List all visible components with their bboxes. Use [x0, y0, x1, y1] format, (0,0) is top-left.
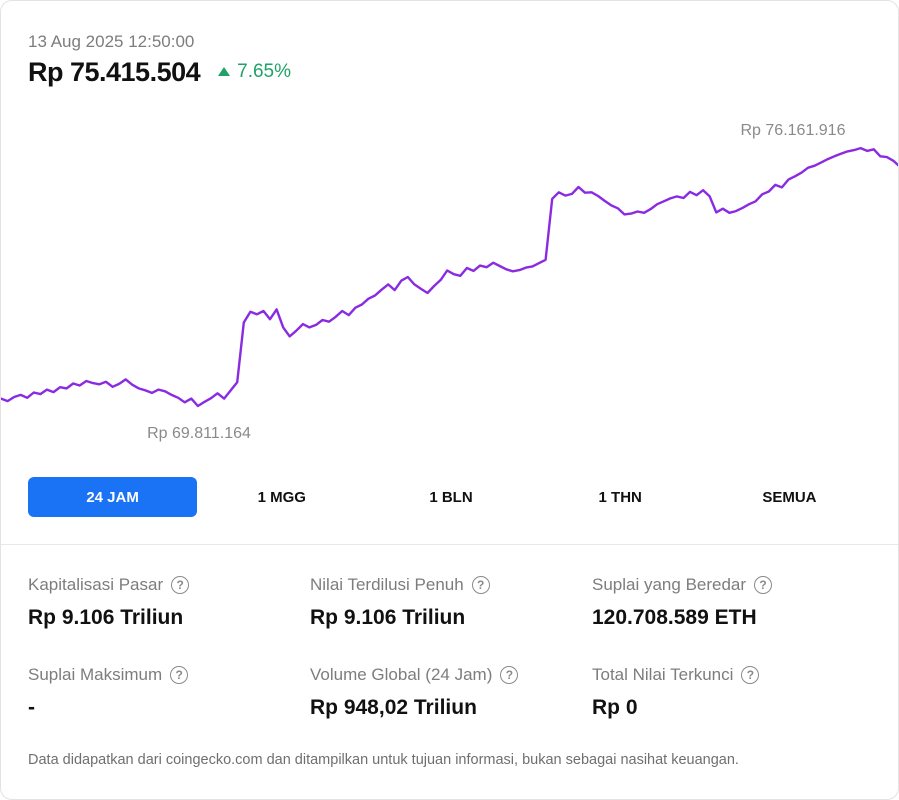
low-price-label: Rp 69.811.164	[147, 425, 251, 442]
stat-label: Suplai Maksimum	[28, 665, 163, 684]
stat-total-value-locked: Total Nilai Terkunci ? Rp 0	[592, 663, 872, 720]
stat-circulating-supply: Suplai yang Beredar ? 120.708.589 ETH	[592, 573, 872, 630]
triangle-up-icon	[218, 66, 231, 76]
stat-label: Nilai Terdilusi Penuh	[310, 575, 464, 594]
price-change-value: 7.65%	[237, 61, 291, 82]
help-icon[interactable]: ?	[170, 666, 189, 684]
stat-global-volume: Volume Global (24 Jam) ? Rp 948,02 Trili…	[310, 663, 590, 720]
stat-label: Kapitalisasi Pasar	[28, 575, 164, 594]
stat-value: Rp 9.106 Triliun	[310, 606, 466, 629]
stat-value: Rp 0	[592, 696, 638, 719]
current-price: Rp 75.415.504	[28, 56, 201, 87]
stat-label: Suplai yang Beredar	[592, 575, 747, 594]
disclaimer: Data didapatkan dari coingecko.com dan d…	[28, 752, 739, 768]
help-icon[interactable]: ?	[171, 576, 190, 594]
tab-semua[interactable]: SEMUA	[762, 488, 817, 506]
stat-value: Rp 9.106 Triliun	[28, 606, 184, 629]
stat-value: -	[28, 696, 35, 719]
tab-1-thn[interactable]: 1 THN	[598, 488, 642, 506]
timestamp: 13 Aug 2025 12:50:00	[28, 32, 195, 51]
stat-fully-diluted: Nilai Terdilusi Penuh ? Rp 9.106 Triliun	[310, 573, 590, 630]
tab-1-mgg[interactable]: 1 MGG	[257, 488, 306, 506]
help-icon[interactable]: ?	[754, 576, 773, 594]
help-icon[interactable]: ?	[500, 666, 519, 684]
price-row: Rp 75.415.504 7.65%	[28, 55, 291, 89]
stat-label: Total Nilai Terkunci	[592, 665, 734, 684]
stat-label: Volume Global (24 Jam)	[310, 665, 493, 684]
high-price-label: Rp 76.161.916	[741, 122, 846, 139]
help-icon[interactable]: ?	[741, 666, 760, 684]
stat-value: 120.708.589 ETH	[592, 606, 757, 629]
time-range-tabs: 24 JAM 1 MGG 1 BLN 1 THN SEMUA	[28, 477, 874, 517]
stat-max-supply: Suplai Maksimum ? -	[28, 663, 308, 720]
price-line	[1, 146, 898, 408]
tab-1-bln[interactable]: 1 BLN	[429, 488, 473, 506]
stat-value: Rp 948,02 Triliun	[310, 696, 477, 719]
price-change: 7.65%	[218, 61, 291, 83]
stat-market-cap: Kapitalisasi Pasar ? Rp 9.106 Triliun	[28, 573, 308, 630]
tab-24-jam[interactable]: 24 JAM	[28, 477, 198, 517]
price-chart[interactable]: Rp 76.161.916 Rp 69.811.164	[1, 106, 899, 451]
divider	[1, 544, 898, 545]
help-icon[interactable]: ?	[471, 576, 490, 594]
